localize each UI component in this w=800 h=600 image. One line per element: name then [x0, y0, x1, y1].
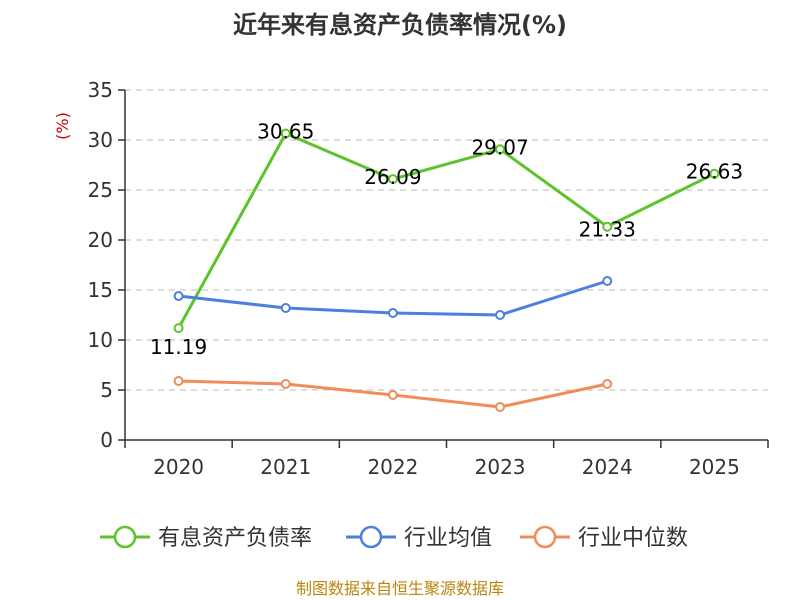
data-label: 11.19	[150, 335, 207, 359]
source-note: 制图数据来自恒生聚源数据库	[296, 579, 504, 598]
data-point	[495, 144, 506, 155]
legend-label: 行业均值	[404, 526, 492, 551]
data-point	[602, 379, 613, 389]
data-point	[280, 379, 291, 389]
data-point	[173, 291, 184, 301]
data-label: 30.65	[257, 120, 314, 144]
legend-item[interactable]: 行业均值	[346, 525, 492, 551]
y-axis-unit-label: (%)	[53, 112, 72, 140]
data-point	[280, 128, 291, 139]
y-tick-label: 25	[88, 178, 113, 202]
x-tick-label: 2025	[689, 455, 740, 479]
data-label: 26.63	[686, 160, 743, 184]
chart-title: 近年来有息资产负债率情况(%)	[233, 11, 567, 39]
data-point	[602, 221, 613, 232]
y-tick-label: 5	[100, 378, 113, 402]
y-tick-label: 0	[100, 428, 113, 452]
legend-swatch-marker	[113, 525, 137, 549]
data-point	[387, 308, 398, 318]
y-tick-label: 30	[88, 128, 113, 152]
legend-item[interactable]: 行业中位数	[520, 525, 688, 551]
legend-item[interactable]: 有息资产负债率	[100, 525, 312, 551]
data-point	[602, 276, 613, 286]
data-point	[173, 376, 184, 386]
x-tick-label: 2021	[260, 455, 311, 479]
series-line	[177, 132, 716, 329]
legend-label: 行业中位数	[578, 526, 688, 551]
x-tick-label: 2022	[367, 455, 418, 479]
series-group	[173, 128, 720, 412]
x-tick-label: 2020	[153, 455, 204, 479]
data-point	[280, 303, 291, 313]
data-point	[173, 323, 184, 334]
data-point	[495, 310, 506, 320]
legend: 有息资产负债率 行业均值 行业中位数	[100, 525, 688, 551]
data-labels: 11.19 30.65 26.09 29.07 21.33 26.63	[150, 120, 743, 360]
legend-swatch-marker	[533, 525, 557, 549]
data-point	[387, 390, 398, 400]
x-tick-label: 2023	[475, 455, 526, 479]
grid-lines	[125, 89, 768, 391]
data-label: 26.09	[364, 165, 421, 189]
data-label: 29.07	[471, 135, 528, 159]
data-label: 21.33	[579, 218, 636, 242]
y-tick-label: 10	[88, 328, 113, 352]
y-tick-label: 35	[88, 78, 113, 102]
data-point	[495, 402, 506, 412]
data-point	[387, 174, 398, 185]
x-tick-label: 2024	[582, 455, 633, 479]
y-tick-label: 15	[88, 278, 113, 302]
legend-label: 有息资产负债率	[158, 526, 312, 551]
y-tick-label: 20	[88, 228, 113, 252]
data-point	[709, 168, 720, 179]
legend-swatch-marker	[359, 525, 383, 549]
